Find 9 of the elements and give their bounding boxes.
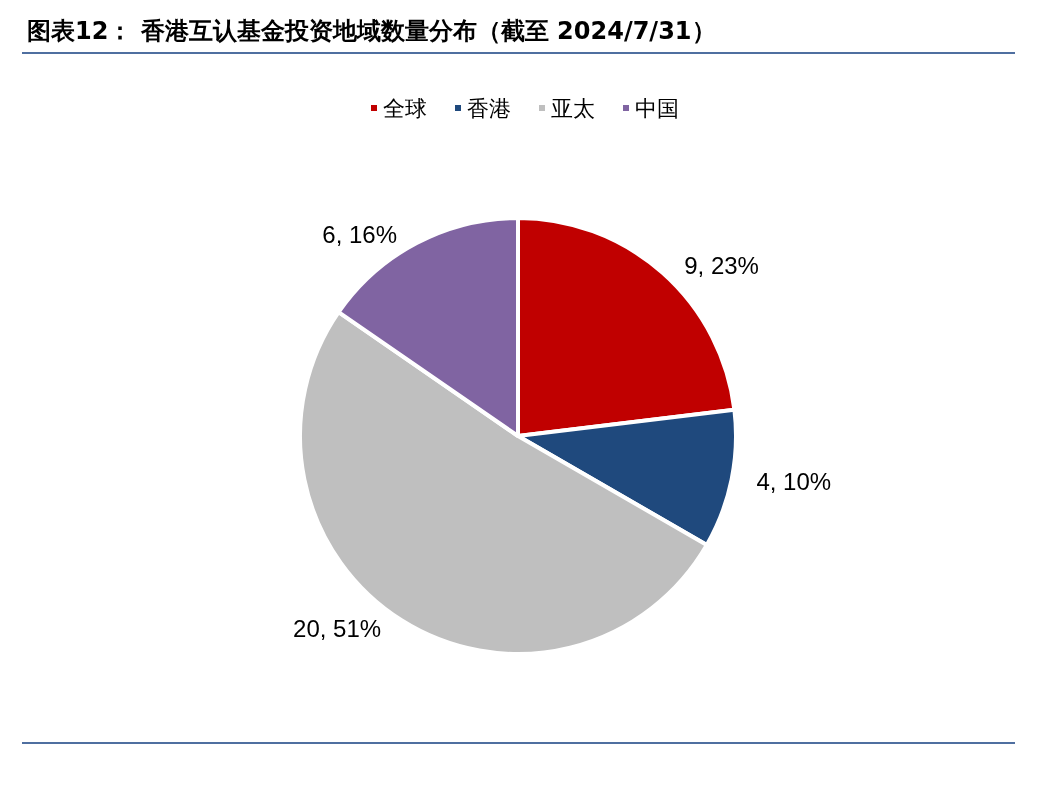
legend-label: 全球 bbox=[383, 95, 427, 121]
legend-label: 亚太 bbox=[551, 95, 595, 121]
data-label: 6, 16% bbox=[322, 220, 398, 248]
data-label: 9, 23% bbox=[684, 251, 759, 279]
data-label: 4, 10% bbox=[756, 468, 832, 496]
legend-label: 香港 bbox=[467, 95, 511, 121]
data-label: 20, 51% bbox=[293, 615, 382, 643]
legend-label: 中国 bbox=[635, 95, 679, 121]
chart-title: 图表12： 香港互认基金投资地域数量分布（截至 2024/7/31） bbox=[27, 17, 716, 45]
